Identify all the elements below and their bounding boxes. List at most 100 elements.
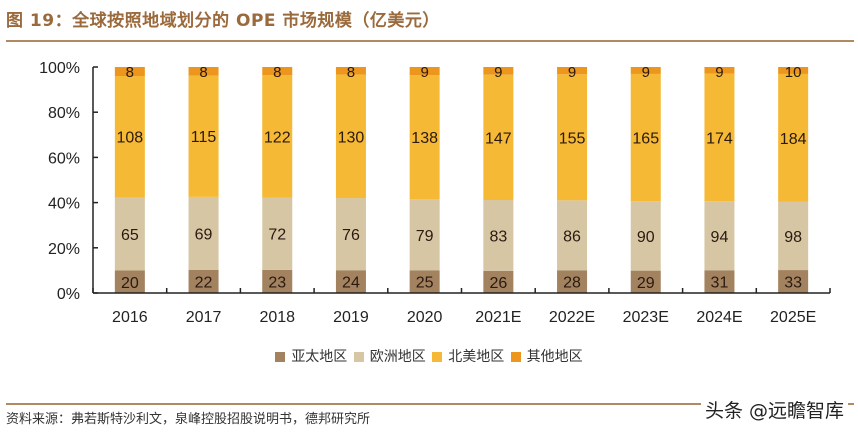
legend-label: 北美地区: [448, 349, 505, 365]
legend-label: 欧洲地区: [369, 349, 426, 365]
y-tick-label: 0%: [57, 286, 80, 303]
x-tick-label: 2017: [186, 309, 222, 326]
x-tick-label: 2025E: [770, 309, 816, 326]
x-tick-label: 2021E: [475, 309, 521, 326]
bar-segment: [630, 270, 661, 293]
x-tick-label: 2020: [407, 309, 443, 326]
bars: [114, 67, 809, 293]
bar-segment: [188, 75, 219, 197]
data-label: 23: [268, 274, 286, 291]
data-label: 165: [632, 131, 659, 148]
legend-item: 其他地区: [510, 346, 583, 366]
bar-segment: [483, 67, 514, 75]
legend: 亚太地区 欧洲地区 北美地区 其他地区: [0, 346, 858, 366]
data-label: 115: [191, 129, 217, 146]
bar-segment: [557, 67, 588, 75]
watermark: 头条 @远瞻智库: [700, 396, 848, 423]
legend-swatch: [275, 352, 286, 362]
x-tick-label: 2019: [333, 309, 369, 326]
bar-segment: [557, 74, 588, 201]
data-label: 147: [485, 130, 512, 147]
bar-segment: [262, 75, 293, 198]
bar-segment: [188, 269, 219, 293]
x-tick-label: 2016: [112, 309, 148, 326]
data-label: 9: [715, 64, 723, 81]
bar-segment: [262, 269, 293, 293]
data-label: 8: [126, 64, 134, 81]
bar-segment: [778, 73, 809, 202]
data-label: 122: [264, 129, 291, 146]
y-tick-label: 20%: [48, 241, 80, 258]
data-label: 28: [563, 275, 581, 292]
data-label: 79: [416, 228, 434, 245]
bar-segment: [557, 200, 588, 271]
bar-segment: [188, 196, 219, 270]
legend-item: 欧洲地区: [353, 346, 426, 366]
bar-segment: [483, 200, 514, 271]
bar-segment: [704, 270, 735, 293]
data-label: 29: [637, 275, 655, 292]
data-label: 24: [342, 275, 360, 292]
legend-item: 北美地区: [432, 346, 504, 366]
data-label: 9: [568, 64, 576, 81]
bar-segment: [409, 75, 440, 200]
data-label: 138: [411, 130, 438, 147]
bar-segment: [778, 270, 809, 293]
data-label: 22: [195, 274, 213, 291]
data-label: 26: [489, 275, 507, 292]
data-label: 9: [642, 64, 650, 81]
data-label: 20: [121, 275, 139, 292]
data-label: 174: [706, 130, 733, 147]
x-tick-label: 2023E: [623, 309, 669, 326]
source-divider: [6, 403, 854, 405]
data-label: 8: [273, 64, 281, 81]
bar-segment: [630, 67, 661, 74]
y-tick-label: 100%: [39, 60, 80, 77]
legend-label: 其他地区: [526, 349, 583, 365]
data-label: 90: [637, 229, 655, 246]
bar-segment: [483, 270, 514, 293]
bar-segment: [409, 270, 440, 293]
data-label: 130: [338, 129, 365, 146]
data-label: 25: [416, 275, 434, 292]
bar-segment: [188, 67, 219, 76]
legend-swatch: [432, 352, 443, 362]
bar-segment: [704, 73, 735, 202]
source-note: 资料来源：弗若斯特沙利文，泉峰控股招股说明书，德邦研究所: [6, 412, 371, 427]
data-label: 8: [347, 64, 355, 81]
title-divider: [6, 40, 854, 42]
y-tick-label: 60%: [48, 150, 80, 167]
data-label: 31: [711, 275, 729, 292]
bar-segment: [114, 197, 145, 271]
x-tick-label: 2024E: [696, 309, 742, 326]
y-tick-label: 40%: [48, 196, 80, 213]
bar-segment: [409, 67, 440, 76]
data-label: 94: [711, 229, 729, 246]
bar-segment: [114, 75, 145, 198]
data-label: 9: [420, 64, 428, 81]
data-label: 69: [195, 226, 213, 243]
bar-segment: [483, 74, 514, 201]
data-label: 33: [784, 275, 802, 292]
legend-item: 亚太地区: [275, 346, 347, 366]
bar-segment: [557, 270, 588, 293]
y-axis-ticks: 0% 20% 40% 60% 80% 100%: [39, 60, 98, 303]
legend-swatch: [353, 352, 364, 362]
bar-segment: [335, 67, 366, 75]
legend-swatch: [510, 352, 521, 362]
bar-segment: [778, 201, 809, 271]
bar-segment: [114, 270, 145, 293]
data-label: 72: [268, 227, 286, 244]
x-tick-label: 2018: [259, 309, 295, 326]
bar-segment: [409, 199, 440, 271]
bar-segment: [335, 74, 366, 199]
data-labels: 20 65 108 8 22 69 115 8 23 72 122 8 24 76 130 8 25 79 138 9…: [116, 64, 806, 292]
bar-segment: [335, 198, 366, 271]
data-label: 10: [785, 64, 802, 81]
data-label: 108: [116, 130, 143, 147]
figure-title: 图 19：全球按照地域划分的 OPE 市场规模（亿美元）: [6, 11, 440, 31]
data-label: 155: [559, 130, 586, 147]
data-label: 98: [784, 229, 802, 246]
bar-segment: [262, 67, 293, 76]
x-axis-ticks: 2016 2017 2018 2019 2020 2021E 2022E 2023E 2024E…: [92, 288, 831, 326]
